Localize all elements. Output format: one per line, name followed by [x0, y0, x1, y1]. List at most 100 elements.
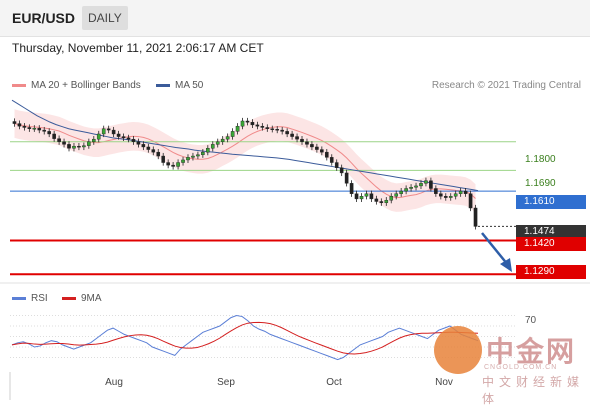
candle-body: [22, 125, 27, 128]
candle-body: [87, 141, 91, 146]
candlesticks: [12, 117, 478, 230]
candle-body: [171, 164, 175, 167]
support1-price-tag: 1.1420: [516, 237, 586, 251]
candle-body: [131, 138, 136, 142]
watermark-main: 中金网: [486, 336, 577, 367]
rsi-panel: [10, 314, 516, 361]
legend-rsi-label: RSI: [31, 293, 48, 304]
candle-body: [191, 155, 195, 158]
candle-body: [295, 136, 299, 140]
candle-body: [17, 123, 22, 127]
candle-body: [270, 128, 275, 130]
watermark-url: CNGOLD.COM.CN: [484, 364, 558, 371]
x-tick-sep: Sep: [217, 377, 235, 388]
candle-body: [52, 133, 56, 139]
legend-ma50: MA 50: [156, 80, 203, 91]
candle-body: [116, 133, 121, 137]
candle-body: [82, 145, 86, 148]
rsi-70-label: 70: [525, 315, 537, 326]
legend-rsi: RSI: [12, 293, 48, 304]
x-tick-oct: Oct: [326, 377, 342, 388]
candle-body: [156, 151, 161, 157]
candle-body: [305, 141, 309, 145]
x-tick-aug: Aug: [105, 377, 123, 388]
candle-body: [384, 199, 389, 203]
candle-body: [206, 148, 210, 153]
symbol-label: EUR/USD: [12, 10, 76, 26]
legend-ma50-label: MA 50: [175, 80, 204, 91]
candle-body: [329, 157, 334, 163]
candle-body: [404, 188, 408, 192]
candle-body: [300, 138, 304, 142]
candle-body: [439, 193, 443, 197]
candle-body: [429, 180, 433, 189]
candle-body: [146, 146, 151, 150]
candle-body: [344, 172, 349, 184]
legend-9ma-label: 9MA: [81, 293, 102, 304]
candle-body: [225, 136, 230, 140]
candle-body: [359, 196, 364, 200]
candle-body: [458, 190, 463, 194]
support2-price-tag: 1.1290: [516, 265, 586, 279]
9ma-swatch: [62, 296, 76, 300]
candle-body: [57, 138, 61, 142]
candle-body: [91, 138, 96, 142]
candle-body: [315, 146, 319, 150]
last-price-tag: 1.1474: [516, 225, 586, 239]
level-r2-label: 1.1800: [525, 154, 556, 165]
candle-body: [265, 127, 270, 129]
candle-body: [37, 128, 42, 131]
candle-body: [235, 125, 240, 132]
candle-body: [186, 157, 190, 161]
candle-body: [324, 151, 329, 158]
candle-body: [220, 138, 225, 142]
timeframe-badge[interactable]: DAILY: [82, 6, 128, 30]
candle-body: [67, 144, 71, 149]
candle-body: [96, 133, 101, 140]
candle-body: [121, 136, 126, 139]
candle-body: [176, 162, 180, 167]
level-r1-label: 1.1690: [525, 178, 556, 189]
candle-body: [32, 128, 37, 130]
candle-body: [126, 137, 131, 140]
forecast-arrow-shaft: [481, 232, 509, 266]
candle-body: [101, 128, 106, 135]
chart-datetime: Thursday, November 11, 2021 2:06:17 AM C…: [12, 41, 264, 55]
candle-body: [285, 131, 289, 135]
candle-body: [320, 149, 324, 153]
forecast-arrow: [481, 232, 512, 272]
rsi-line: [11, 314, 479, 361]
candle-body: [210, 144, 215, 149]
rsi-9ma-line: [11, 321, 479, 355]
candle-body: [136, 141, 141, 145]
legend-9ma: 9MA: [62, 293, 102, 304]
candle-body: [394, 193, 399, 197]
bollinger-fill: [14, 109, 476, 213]
candle-body: [364, 193, 369, 197]
candle-body: [453, 193, 458, 197]
candle-body: [448, 196, 453, 198]
candle-body: [334, 162, 339, 168]
candle-body: [12, 121, 17, 124]
bollinger-bands: [14, 109, 476, 213]
ma50-line: [11, 99, 479, 192]
candle-body: [62, 141, 66, 145]
candle-body: [290, 133, 294, 137]
rsi-swatch: [12, 296, 26, 300]
candle-body: [151, 149, 156, 153]
candle-body: [240, 120, 245, 127]
candle-body: [72, 145, 76, 149]
candle-body: [161, 155, 166, 163]
legend-ma20: MA 20 + Bollinger Bands: [12, 80, 141, 91]
candle-body: [111, 129, 116, 135]
candle-body: [379, 201, 384, 203]
candle-body: [196, 154, 200, 157]
candle-body: [424, 180, 428, 184]
ma20-line: [14, 123, 476, 199]
candle-body: [275, 129, 280, 131]
pivot-price-tag: 1.1610: [516, 195, 586, 209]
candle-body: [255, 124, 260, 127]
candle-body: [409, 187, 413, 189]
candle-body: [47, 131, 51, 135]
